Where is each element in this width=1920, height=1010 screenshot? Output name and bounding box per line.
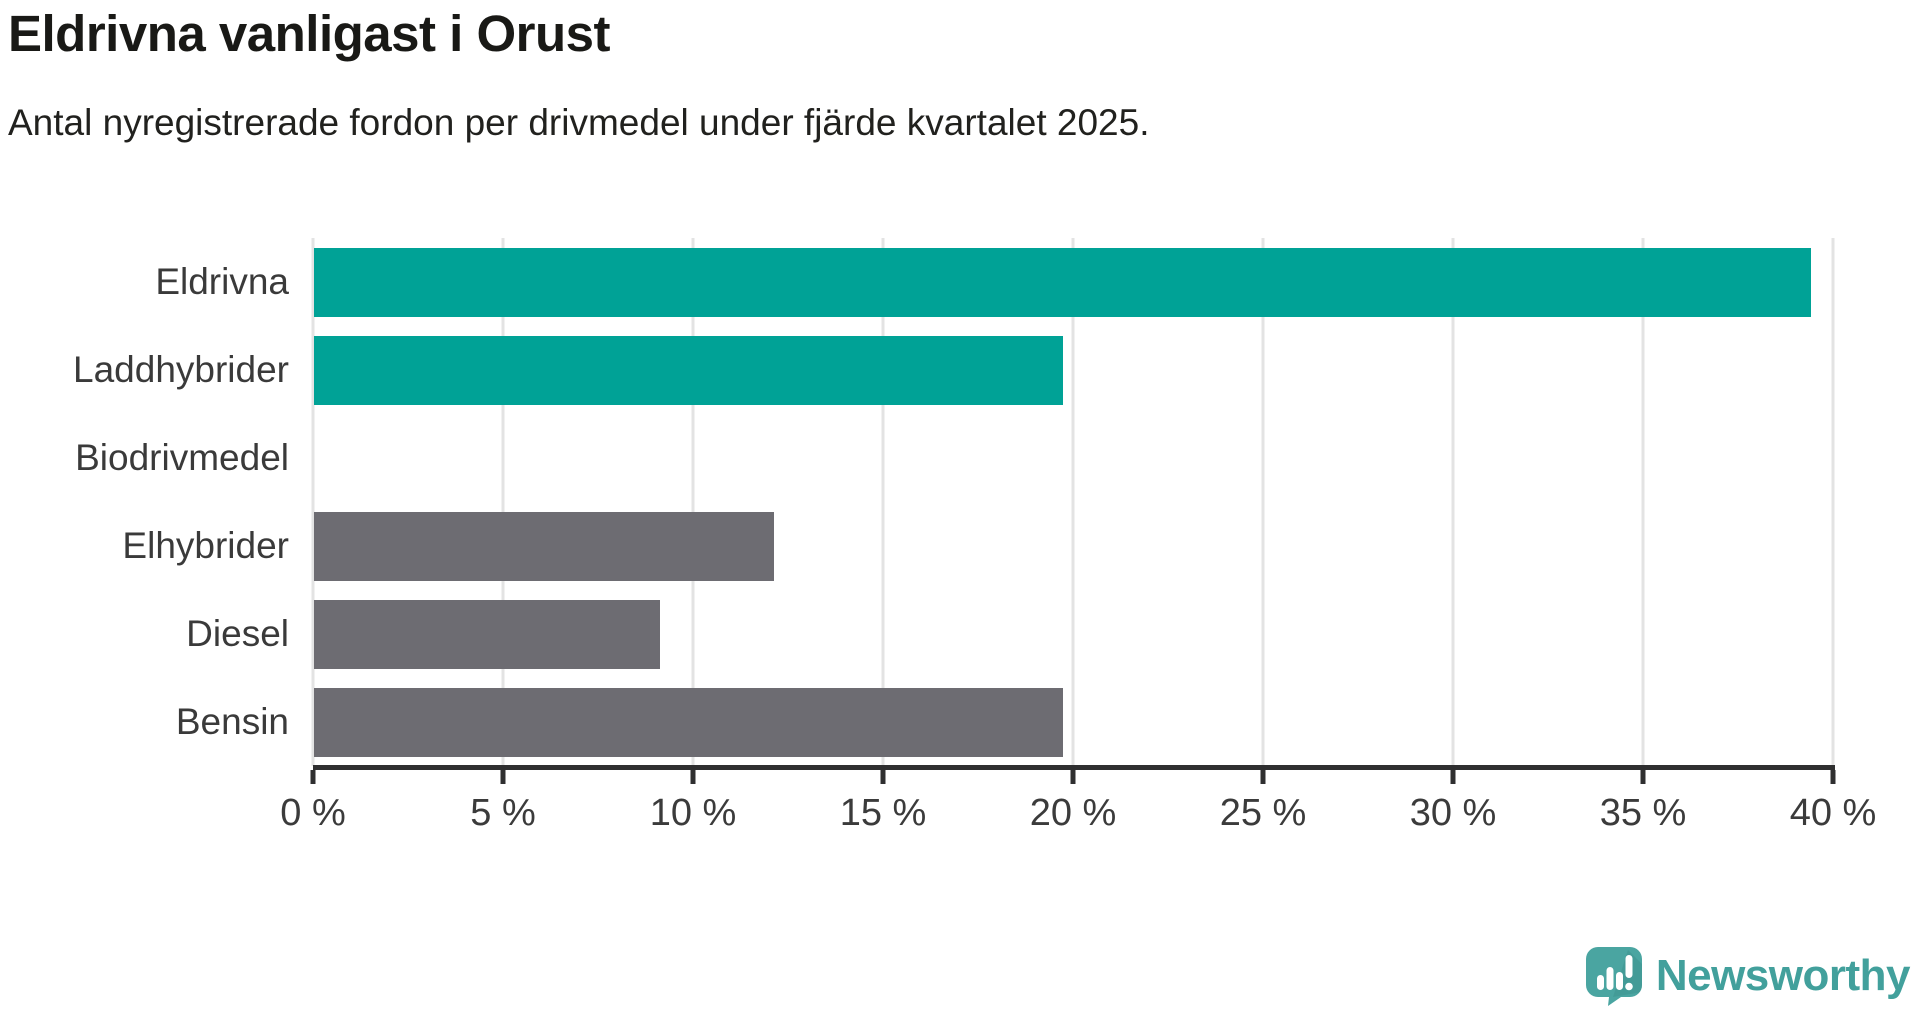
chart-title: Eldrivna vanligast i Orust [8, 5, 611, 62]
x-axis-line [313, 765, 1835, 770]
x-tick-label: 0 % [280, 792, 346, 834]
plot-area [311, 238, 1835, 766]
x-tick-label: 20 % [1029, 792, 1117, 834]
gridline [881, 238, 885, 766]
x-tick-label: 10 % [649, 792, 737, 834]
x-tick-mark [1640, 770, 1646, 784]
gridline [501, 238, 505, 766]
x-tick-label: 40 % [1789, 792, 1877, 834]
gridline [691, 238, 695, 766]
x-tick-label: 25 % [1219, 792, 1307, 834]
gridline [1261, 238, 1265, 766]
bar-laddhybrider [314, 335, 1063, 405]
gridline [1451, 238, 1455, 766]
bar-bensin [314, 687, 1063, 757]
category-label: Bensin [175, 701, 289, 742]
x-tick-label: 30 % [1409, 792, 1497, 834]
x-tick-label: 5 % [470, 792, 536, 834]
bar-eldrivna [314, 247, 1812, 317]
gridline [1641, 238, 1645, 766]
gridline [311, 238, 315, 766]
x-tick-mark [1260, 770, 1266, 784]
category-label: Laddhybrider [73, 349, 289, 390]
gridline [1831, 238, 1835, 766]
x-tick-mark [500, 770, 506, 784]
x-tick-label: 15 % [839, 792, 927, 834]
chart-subtitle: Antal nyregistrerade fordon per drivmede… [8, 102, 1150, 143]
x-tick-mark [880, 770, 886, 784]
category-label: Elhybrider [122, 525, 289, 566]
gridline [1071, 238, 1075, 766]
category-label: Eldrivna [155, 261, 289, 302]
bar-diesel [314, 599, 660, 669]
x-tick-mark [310, 770, 316, 784]
newsworthy-logo: Newsworthy [1585, 946, 1911, 1006]
x-tick-mark [1830, 770, 1836, 784]
bar-elhybrider [314, 511, 774, 581]
x-tick-mark [1070, 770, 1076, 784]
x-tick-mark [1450, 770, 1456, 784]
category-label: Biodrivmedel [75, 437, 289, 478]
newsworthy-bubble-icon [1585, 947, 1642, 1006]
newsworthy-wordmark: Newsworthy [1655, 951, 1911, 1000]
x-tick-mark [690, 770, 696, 784]
x-tick-label: 35 % [1599, 792, 1687, 834]
category-label: Diesel [186, 613, 289, 654]
